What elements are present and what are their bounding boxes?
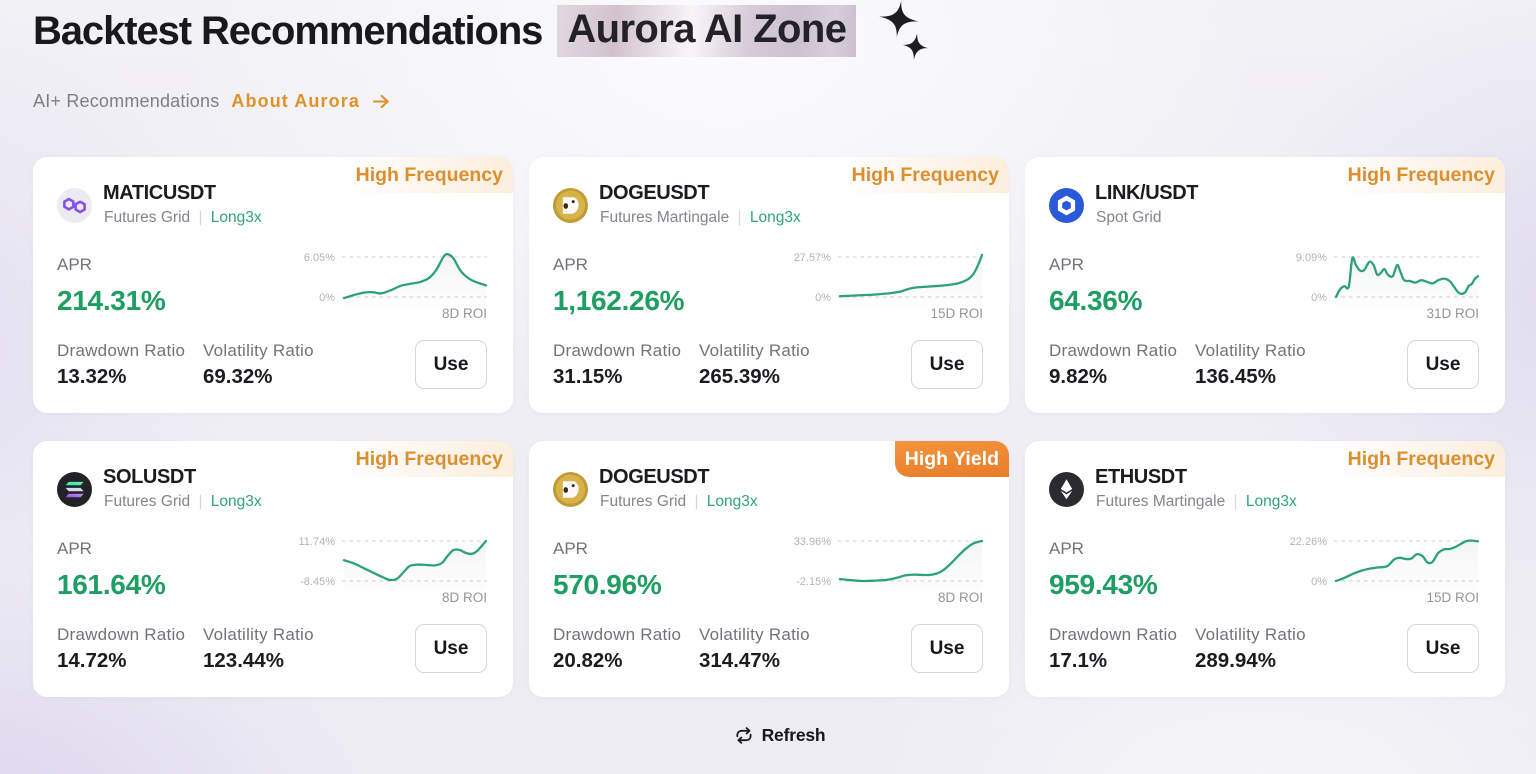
svg-text:0%: 0% <box>815 292 831 304</box>
svg-text:9.09%: 9.09% <box>1296 252 1327 264</box>
svg-text:27.57%: 27.57% <box>794 252 832 264</box>
svg-text:6.05%: 6.05% <box>304 252 335 264</box>
svg-text:0%: 0% <box>1311 292 1327 304</box>
svg-text:8D ROI: 8D ROI <box>442 306 487 321</box>
svg-text:31D ROI: 31D ROI <box>1426 306 1479 321</box>
svg-text:8D ROI: 8D ROI <box>938 590 983 605</box>
svg-text:33.96%: 33.96% <box>794 536 832 548</box>
svg-text:0%: 0% <box>319 292 335 304</box>
svg-text:15D ROI: 15D ROI <box>930 306 983 321</box>
svg-text:8D ROI: 8D ROI <box>442 590 487 605</box>
svg-text:-8.45%: -8.45% <box>300 576 335 588</box>
svg-text:0%: 0% <box>1311 576 1327 588</box>
svg-text:11.74%: 11.74% <box>299 536 336 548</box>
svg-text:15D ROI: 15D ROI <box>1426 590 1479 605</box>
svg-text:22.26%: 22.26% <box>1290 536 1328 548</box>
svg-text:-2.15%: -2.15% <box>796 576 831 588</box>
